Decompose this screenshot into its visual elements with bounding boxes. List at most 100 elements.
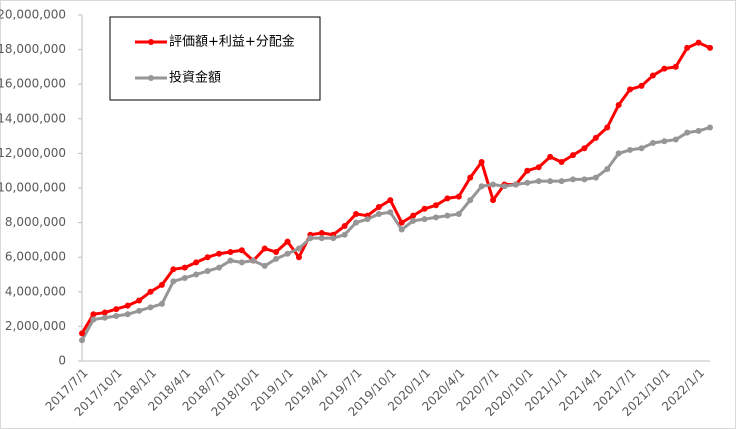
data-point: [113, 306, 120, 313]
data-point: [444, 195, 451, 202]
data-point: [341, 231, 348, 238]
data-point: [432, 202, 439, 209]
data-point: [535, 178, 542, 185]
data-point: [592, 174, 599, 181]
data-point: [193, 259, 200, 266]
data-point: [318, 235, 325, 242]
data-point: [341, 223, 348, 230]
data-point: [330, 235, 337, 242]
data-point: [604, 124, 611, 131]
data-point: [558, 178, 565, 185]
data-point: [672, 136, 679, 143]
data-point: [581, 145, 588, 152]
data-point: [250, 257, 257, 264]
data-point: [421, 216, 428, 223]
y-tick-label: 14,000,000: [0, 111, 66, 125]
data-point: [181, 274, 188, 281]
data-point: [261, 245, 268, 252]
legend-box: [109, 16, 321, 101]
data-point: [284, 238, 291, 245]
data-point: [547, 153, 554, 160]
data-point: [227, 257, 234, 264]
y-tick-label: 16,000,000: [0, 77, 66, 91]
y-tick-label: 4,000,000: [5, 284, 66, 298]
data-point: [524, 167, 531, 174]
data-point: [672, 63, 679, 70]
y-tick-label: 2,000,000: [5, 319, 66, 333]
data-point: [512, 181, 519, 188]
data-point: [353, 219, 360, 226]
data-point: [158, 281, 165, 288]
data-point: [615, 101, 622, 108]
data-point: [375, 210, 382, 217]
y-tick-label: 18,000,000: [0, 42, 66, 56]
y-tick-label: 6,000,000: [5, 250, 66, 264]
y-tick-label: 8,000,000: [5, 215, 66, 229]
data-point: [661, 138, 668, 145]
data-point: [318, 229, 325, 236]
data-point: [490, 181, 497, 188]
data-point: [455, 210, 462, 217]
data-point: [467, 174, 474, 181]
data-point: [90, 316, 97, 323]
data-point: [581, 176, 588, 183]
data-point: [524, 179, 531, 186]
legend-marker: [148, 39, 154, 45]
data-point: [455, 193, 462, 200]
data-point: [661, 65, 668, 72]
data-point: [193, 271, 200, 278]
data-point: [364, 216, 371, 223]
data-point: [684, 44, 691, 51]
data-point: [375, 204, 382, 211]
y-tick-label: 10,000,000: [0, 181, 66, 195]
data-point: [638, 82, 645, 89]
data-point: [387, 197, 394, 204]
data-point: [216, 264, 223, 271]
data-point: [707, 44, 713, 51]
data-point: [238, 247, 245, 254]
data-point: [101, 309, 108, 316]
data-point: [181, 264, 188, 271]
data-point: [501, 183, 508, 190]
data-point: [158, 300, 165, 307]
data-point: [204, 254, 211, 261]
data-point: [387, 209, 394, 216]
data-point: [604, 165, 611, 172]
data-point: [627, 86, 634, 93]
data-point: [124, 311, 131, 318]
data-point: [136, 307, 143, 314]
data-point: [432, 214, 439, 221]
data-point: [101, 314, 108, 321]
y-tick-label: 0: [58, 354, 66, 368]
data-point: [79, 330, 85, 337]
data-point: [478, 159, 485, 166]
legend-marker: [148, 75, 154, 81]
data-point: [147, 288, 154, 295]
data-point: [398, 219, 405, 226]
data-point: [558, 159, 565, 166]
data-point: [136, 297, 143, 304]
y-tick-label: 20,000,000: [0, 8, 66, 22]
data-point: [284, 250, 291, 257]
data-point: [649, 140, 656, 147]
data-point: [592, 134, 599, 141]
data-point: [421, 205, 428, 212]
data-point: [227, 249, 234, 256]
data-point: [410, 212, 417, 219]
legend-label: 評価額+利益+分配金: [169, 34, 295, 50]
data-point: [398, 226, 405, 233]
data-point: [478, 183, 485, 190]
data-point: [615, 150, 622, 157]
data-point: [307, 235, 314, 242]
data-point: [569, 176, 576, 183]
data-point: [170, 278, 177, 285]
data-point: [707, 124, 713, 131]
data-point: [353, 210, 360, 217]
data-point: [695, 39, 702, 46]
data-point: [410, 217, 417, 224]
data-point: [695, 127, 702, 134]
data-point: [79, 337, 85, 344]
data-point: [295, 245, 302, 252]
data-point: [627, 146, 634, 153]
